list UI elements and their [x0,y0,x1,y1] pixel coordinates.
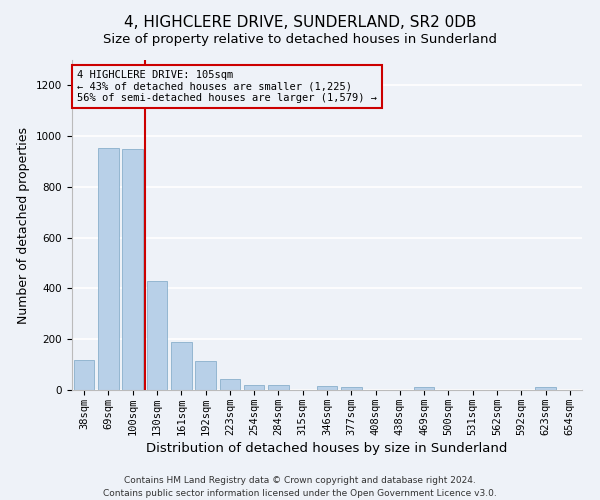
Bar [171,342,191,390]
Bar [122,150,143,390]
Text: 4 HIGHCLERE DRIVE: 105sqm
← 43% of detached houses are smaller (1,225)
56% of se: 4 HIGHCLERE DRIVE: 105sqm ← 43% of detac… [77,70,377,103]
Text: Contains HM Land Registry data © Crown copyright and database right 2024.
Contai: Contains HM Land Registry data © Crown c… [103,476,497,498]
Bar [268,386,289,390]
X-axis label: Distribution of detached houses by size in Sunderland: Distribution of detached houses by size … [146,442,508,455]
Bar [414,388,434,390]
Bar [98,148,119,390]
Bar [74,360,94,390]
Bar [317,386,337,390]
Text: 4, HIGHCLERE DRIVE, SUNDERLAND, SR2 0DB: 4, HIGHCLERE DRIVE, SUNDERLAND, SR2 0DB [124,15,476,30]
Bar [220,378,240,390]
Bar [195,361,216,390]
Bar [244,385,265,390]
Text: Size of property relative to detached houses in Sunderland: Size of property relative to detached ho… [103,32,497,46]
Y-axis label: Number of detached properties: Number of detached properties [17,126,31,324]
Bar [146,281,167,390]
Bar [535,388,556,390]
Bar [341,387,362,390]
